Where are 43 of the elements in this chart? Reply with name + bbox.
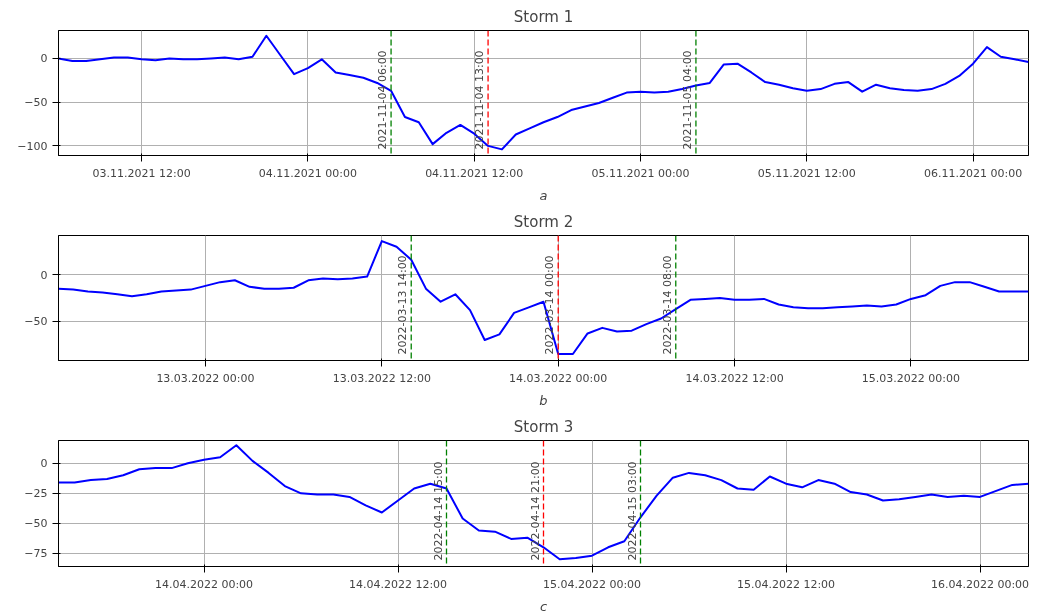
x-tick-label: 16.04.2022 00:00 — [930, 577, 1030, 591]
x-tick-label: 15.03.2022 00:00 — [861, 371, 961, 385]
line-series — [58, 34, 1029, 151]
x-axis-title: a — [539, 187, 548, 203]
x-tick-label: 03.11.2021 12:00 — [92, 166, 191, 180]
y-tick-label: 0 — [40, 457, 48, 471]
ref-line-label: 2021-11-04 13:00 — [473, 50, 487, 150]
y-tick-label: 0 — [40, 268, 48, 282]
x-tick-label: 05.11.2021 12:00 — [757, 166, 856, 180]
y-tick-label: −50 — [24, 96, 48, 110]
y-tick-label: −50 — [24, 315, 48, 329]
x-tick-label: 14.04.2022 00:00 — [154, 577, 254, 591]
x-axis-title: c — [539, 598, 548, 614]
x-axis-title: b — [539, 392, 548, 408]
x-tick-label: 13.03.2022 00:00 — [156, 371, 255, 385]
x-tick-label: 14.03.2022 00:00 — [509, 371, 608, 385]
chart-title: Storm 2 — [513, 212, 574, 231]
x-tick-label: 15.04.2022 00:00 — [542, 577, 642, 591]
ref-line-label: 2021-11-05 04:00 — [680, 50, 694, 150]
x-tick-label: 05.11.2021 00:00 — [591, 166, 690, 180]
x-tick-label: 04.11.2021 12:00 — [425, 166, 524, 180]
chart-title: Storm 1 — [513, 7, 574, 26]
ref-line-label: 2021-11-04 06:00 — [376, 50, 390, 150]
y-tick-label: 0 — [40, 52, 48, 66]
y-tick-label: −50 — [24, 517, 48, 531]
ref-line-label: 2022-04-14 21:00 — [528, 461, 542, 561]
x-tick-label: 06.11.2021 00:00 — [923, 166, 1023, 180]
x-tick-label: 04.11.2021 00:00 — [258, 166, 358, 180]
chart-title: Storm 3 — [513, 417, 574, 436]
line-series — [58, 444, 1029, 561]
y-tick-label: −75 — [24, 547, 48, 561]
line-series — [58, 240, 1029, 355]
x-tick-label: 14.03.2022 12:00 — [685, 371, 784, 385]
ref-line-label: 2022-03-14 08:00 — [660, 255, 674, 355]
ref-line-label: 2022-04-15 03:00 — [625, 461, 639, 561]
y-tick-label: −25 — [24, 487, 48, 501]
x-tick-label: 15.04.2022 12:00 — [736, 577, 836, 591]
y-tick-label: −100 — [17, 139, 48, 153]
x-tick-label: 14.04.2022 12:00 — [348, 577, 448, 591]
ref-line-label: 2022-04-14 15:00 — [431, 461, 445, 561]
ref-line-label: 2022-03-14 00:00 — [543, 255, 557, 355]
x-tick-label: 13.03.2022 12:00 — [332, 371, 431, 385]
ref-line-label: 2022-03-13 14:00 — [396, 255, 410, 355]
